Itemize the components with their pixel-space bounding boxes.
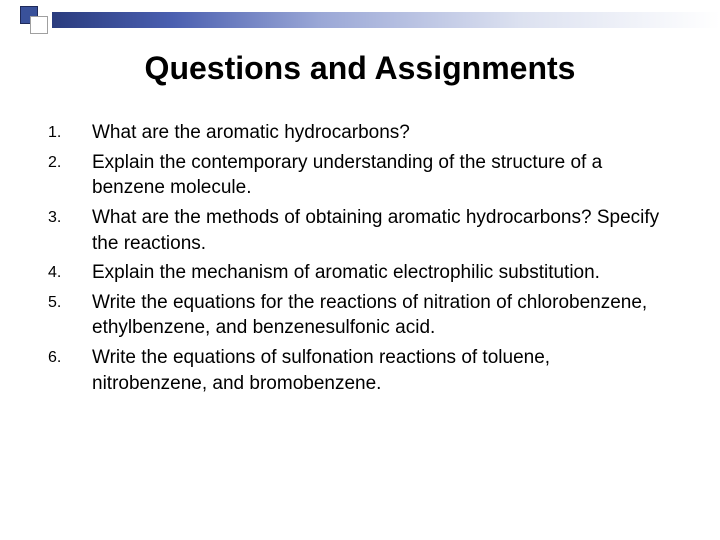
slide-title: Questions and Assignments <box>0 50 720 87</box>
list-item: Write the equations of sulfonation react… <box>40 345 670 396</box>
list-item: Explain the mechanism of aromatic electr… <box>40 260 670 286</box>
list-item: What are the methods of obtaining aromat… <box>40 205 670 256</box>
slide-body: What are the aromatic hydrocarbons? Expl… <box>40 120 670 400</box>
list-item: Write the equations for the reactions of… <box>40 290 670 341</box>
accent-square-light <box>30 16 48 34</box>
gradient-bar <box>52 12 720 28</box>
list-item: What are the aromatic hydrocarbons? <box>40 120 670 146</box>
slide-decoration <box>0 0 720 40</box>
list-item: Explain the contemporary understanding o… <box>40 150 670 201</box>
question-list: What are the aromatic hydrocarbons? Expl… <box>40 120 670 396</box>
